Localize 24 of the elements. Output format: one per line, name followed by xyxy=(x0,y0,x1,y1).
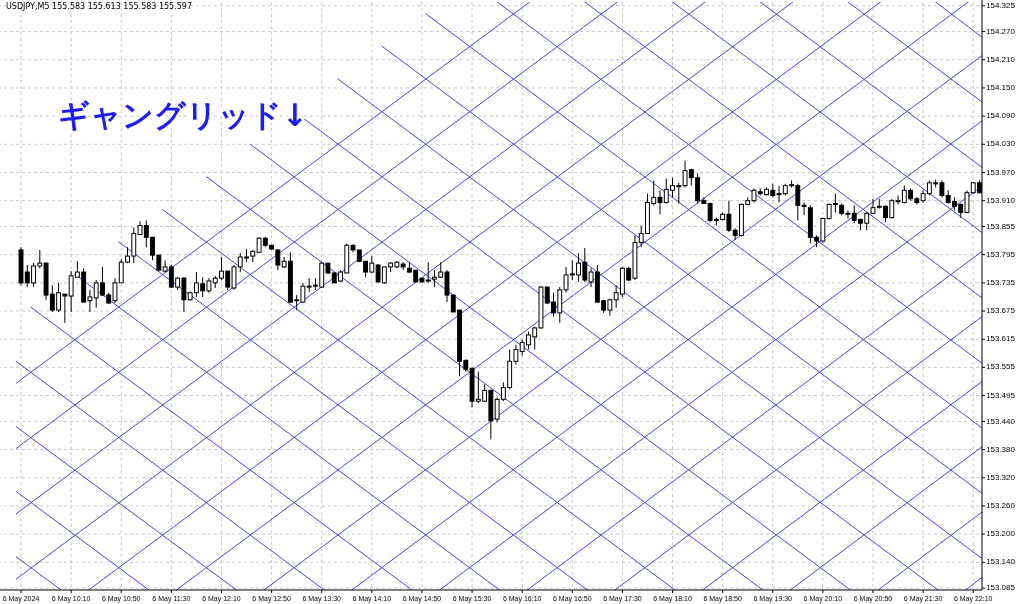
y-tick-label: 153.200 xyxy=(986,529,1016,539)
y-tick-label: 153.440 xyxy=(986,416,1016,426)
y-tick-label: 153.260 xyxy=(986,501,1016,511)
y-tick-label: 153.855 xyxy=(986,221,1016,231)
y-tick-label: 153.380 xyxy=(986,444,1016,454)
y-tick-label: 153.085 xyxy=(986,583,1016,593)
y-tick-label: 153.970 xyxy=(986,167,1016,177)
text: ギャングリッド↓ xyxy=(58,97,308,133)
y-tick-label: 154.030 xyxy=(986,139,1016,149)
y-tick-label: 153.735 xyxy=(986,277,1016,287)
annotation: USDJPY,M5 155.583 155.613 155.583 155.597 xyxy=(6,2,193,11)
y-tick-label: 154.210 xyxy=(986,54,1016,64)
y-tick-label: 153.320 xyxy=(986,472,1016,482)
y-tick-label: 154.090 xyxy=(986,111,1016,121)
y-tick-label: 153.675 xyxy=(986,306,1016,316)
y-tick-label: 154.270 xyxy=(986,26,1016,36)
y-tick-label: 153.140 xyxy=(986,557,1016,567)
y-tick-label: 153.795 xyxy=(986,249,1016,259)
y-tick-label: 153.495 xyxy=(986,390,1016,400)
y-tick-label: 153.555 xyxy=(986,362,1016,372)
y-tick-label: 154.325 xyxy=(986,0,1016,10)
y-tick-label: 153.910 xyxy=(986,195,1016,205)
y-tick-label: 153.615 xyxy=(986,334,1016,344)
y-tick-label: 154.150 xyxy=(986,83,1016,93)
